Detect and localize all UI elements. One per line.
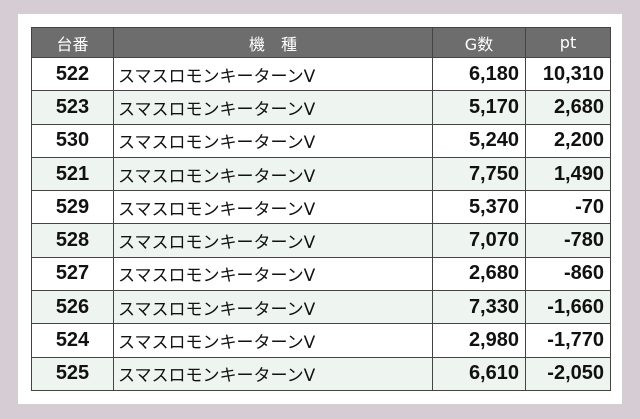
header-model: 機 種 bbox=[113, 27, 433, 58]
table-row: 527 スマスロモンキーターンV 2,680 -860 bbox=[31, 256, 611, 292]
cell-model: スマスロモンキーターンV bbox=[113, 123, 433, 158]
cell-points: -860 bbox=[525, 256, 611, 292]
cell-model: スマスロモンキーターンV bbox=[113, 190, 433, 225]
cell-games: 5,240 bbox=[432, 123, 526, 158]
cell-number: 528 bbox=[31, 223, 114, 258]
cell-points: -780 bbox=[525, 223, 611, 258]
cell-games: 7,070 bbox=[432, 223, 526, 258]
table-row: 522 スマスロモンキーターンV 6,180 10,310 bbox=[31, 56, 611, 92]
cell-points: -1,660 bbox=[525, 290, 611, 325]
cell-number: 525 bbox=[31, 356, 114, 392]
cell-points: -1,770 bbox=[525, 323, 611, 358]
header-games: G数 bbox=[432, 27, 526, 58]
cell-games: 2,680 bbox=[432, 256, 526, 292]
cell-model: スマスロモンキーターンV bbox=[113, 223, 433, 258]
results-table: 台番 機 種 G数 pt 522 スマスロモンキーターンV 6,180 10,310 5… bbox=[31, 27, 611, 392]
cell-games: 7,330 bbox=[432, 290, 526, 325]
table-row: 524 スマスロモンキーターンV 2,980 -1,770 bbox=[31, 323, 611, 358]
table-row: 525 スマスロモンキーターンV 6,610 -2,050 bbox=[31, 356, 611, 392]
table-row: 523 スマスロモンキーターンV 5,170 2,680 bbox=[31, 90, 611, 125]
table-row: 521 スマスロモンキーターンV 7,750 1,490 bbox=[31, 156, 611, 192]
cell-model: スマスロモンキーターンV bbox=[113, 56, 433, 92]
cell-number: 527 bbox=[31, 256, 114, 292]
cell-games: 5,170 bbox=[432, 90, 526, 125]
cell-games: 6,610 bbox=[432, 356, 526, 392]
cell-games: 2,980 bbox=[432, 323, 526, 358]
cell-points: -70 bbox=[525, 190, 611, 225]
table-row: 530 スマスロモンキーターンV 5,240 2,200 bbox=[31, 123, 611, 158]
table-row: 526 スマスロモンキーターンV 7,330 -1,660 bbox=[31, 290, 611, 325]
cell-points: 1,490 bbox=[525, 156, 611, 192]
cell-games: 6,180 bbox=[432, 56, 526, 92]
table-header: 台番 機 種 G数 pt bbox=[31, 27, 611, 58]
cell-number: 526 bbox=[31, 290, 114, 325]
cell-model: スマスロモンキーターンV bbox=[113, 256, 433, 292]
cell-number: 521 bbox=[31, 156, 114, 192]
cell-model: スマスロモンキーターンV bbox=[113, 323, 433, 358]
cell-points: 2,200 bbox=[525, 123, 611, 158]
cell-number: 529 bbox=[31, 190, 114, 225]
cell-number: 522 bbox=[31, 56, 114, 92]
table-row: 528 スマスロモンキーターンV 7,070 -780 bbox=[31, 223, 611, 258]
cell-number: 524 bbox=[31, 323, 114, 358]
cell-number: 523 bbox=[31, 90, 114, 125]
cell-number: 530 bbox=[31, 123, 114, 158]
cell-points: 10,310 bbox=[525, 56, 611, 92]
cell-points: -2,050 bbox=[525, 356, 611, 392]
cell-games: 7,750 bbox=[432, 156, 526, 192]
cell-model: スマスロモンキーターンV bbox=[113, 356, 433, 392]
cell-model: スマスロモンキーターンV bbox=[113, 290, 433, 325]
table-row: 529 スマスロモンキーターンV 5,370 -70 bbox=[31, 190, 611, 225]
cell-model: スマスロモンキーターンV bbox=[113, 156, 433, 192]
cell-games: 5,370 bbox=[432, 190, 526, 225]
cell-model: スマスロモンキーターンV bbox=[113, 90, 433, 125]
header-number: 台番 bbox=[31, 27, 114, 58]
cell-points: 2,680 bbox=[525, 90, 611, 125]
header-points: pt bbox=[525, 27, 611, 58]
